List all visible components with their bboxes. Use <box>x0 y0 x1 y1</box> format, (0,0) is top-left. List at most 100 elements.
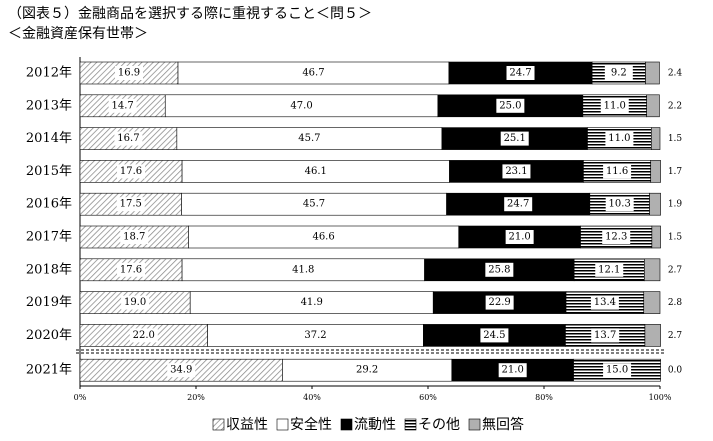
value-label: 45.7 <box>303 199 325 210</box>
value-label-box <box>295 131 324 146</box>
bar-segment <box>645 61 660 85</box>
y-tick-label: 2016年 <box>26 197 72 212</box>
y-tick-label: 2013年 <box>26 98 72 113</box>
value-label: 17.5 <box>120 199 142 210</box>
value-label: 17.6 <box>120 166 142 177</box>
value-label-box <box>600 98 629 113</box>
legend-label: 無回答 <box>482 416 524 433</box>
bar-segment <box>643 291 661 314</box>
x-tick-label: 40% <box>303 393 321 402</box>
value-label-box <box>485 262 514 277</box>
value-label-box <box>301 328 330 343</box>
value-label: 18.7 <box>123 232 145 243</box>
value-label: 2.7 <box>668 331 683 341</box>
value-label: 1.5 <box>668 233 683 243</box>
value-label: 46.7 <box>302 68 324 79</box>
value-label-box <box>121 295 150 310</box>
value-label: 11.0 <box>608 133 630 144</box>
value-label-box <box>502 164 531 179</box>
bar-segment <box>644 324 661 347</box>
value-label-box <box>505 230 534 244</box>
legend-label: 安全性 <box>290 416 332 433</box>
value-label: 10.3 <box>609 199 631 210</box>
bar-segment <box>646 94 660 118</box>
value-label-box <box>299 66 328 80</box>
value-label: 13.7 <box>594 330 616 341</box>
value-label: 25.0 <box>499 100 521 111</box>
y-tick-label: 2018年 <box>26 262 72 277</box>
value-label: 11.0 <box>604 100 626 111</box>
value-label: 47.0 <box>290 100 312 111</box>
value-label-box <box>590 295 619 310</box>
value-label: 19.0 <box>124 297 146 308</box>
y-tick-label: 2020年 <box>26 328 72 343</box>
value-label-box <box>108 98 137 113</box>
value-label: 15.0 <box>606 365 628 376</box>
value-label-box <box>289 262 318 277</box>
value-label-box <box>116 197 145 212</box>
value-label: 46.6 <box>312 232 334 243</box>
value-label: 2.7 <box>668 265 683 275</box>
value-label: 23.1 <box>505 166 527 177</box>
value-label-box <box>287 98 316 113</box>
y-tick-label: 2012年 <box>26 66 72 81</box>
value-label: 1.5 <box>668 134 683 144</box>
bar-segment <box>644 258 661 282</box>
value-label: 0.0 <box>668 366 683 376</box>
value-label: 12.1 <box>598 264 620 275</box>
value-label: 37.2 <box>304 330 326 341</box>
value-label: 24.5 <box>483 330 505 341</box>
value-label: 25.8 <box>488 264 510 275</box>
value-label-box <box>353 363 382 378</box>
value-label: 25.1 <box>504 133 526 144</box>
value-label: 2.2 <box>668 101 682 111</box>
value-label: 2.8 <box>668 298 683 308</box>
value-label: 21.0 <box>502 365 524 376</box>
value-label: 21.0 <box>509 232 531 243</box>
value-label: 29.2 <box>356 365 378 376</box>
x-tick-label: 20% <box>187 393 205 402</box>
chart-title: （図表５）金融商品を選択する際に重視すること＜問５＞ <box>8 6 372 22</box>
legend-swatch <box>468 418 481 431</box>
value-label: 46.1 <box>305 166 327 177</box>
value-label: 22.9 <box>488 297 510 308</box>
value-label: 41.9 <box>301 297 323 308</box>
value-label: 22.0 <box>133 330 155 341</box>
x-tick-label: 80% <box>535 393 553 402</box>
legend-swatch <box>404 418 417 431</box>
value-label-box <box>485 295 514 310</box>
legend-swatch <box>212 418 225 431</box>
value-label-box <box>496 98 525 113</box>
value-label-box <box>603 363 632 378</box>
legend-label: 流動性 <box>354 417 396 433</box>
value-label-box <box>167 363 196 378</box>
legend-label: 収益性 <box>226 417 268 433</box>
value-label-box <box>602 230 631 244</box>
value-label-box <box>301 164 330 179</box>
legend-swatch <box>340 418 353 431</box>
value-label-box <box>114 131 143 146</box>
value-label: 1.7 <box>668 167 683 177</box>
value-label: 34.9 <box>170 365 192 376</box>
bar-segment <box>650 127 661 150</box>
value-label-box <box>117 164 146 179</box>
value-label-box <box>297 295 326 310</box>
value-label: 16.7 <box>117 133 139 144</box>
value-label-box <box>500 131 529 146</box>
value-label-box <box>309 230 338 244</box>
value-label-box <box>115 66 144 80</box>
x-tick-label: 0% <box>74 393 87 402</box>
value-label: 12.3 <box>605 232 627 243</box>
bar-segment <box>650 160 661 183</box>
value-label: 17.6 <box>120 264 142 275</box>
value-label-box <box>605 197 634 212</box>
y-tick-label: 2014年 <box>26 131 72 146</box>
value-label: 9.2 <box>611 68 627 79</box>
value-label-box <box>300 197 329 212</box>
y-tick-label: 2019年 <box>26 295 72 310</box>
value-label-box <box>603 164 632 179</box>
value-label-box <box>480 328 509 343</box>
value-label: 24.7 <box>509 68 531 79</box>
value-label-box <box>604 66 633 80</box>
